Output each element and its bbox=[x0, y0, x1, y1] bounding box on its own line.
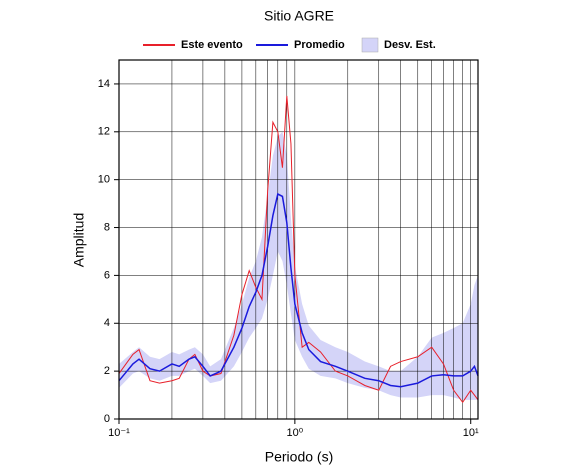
series-line bbox=[118, 95, 479, 404]
x-tick-label: 10¹ bbox=[463, 427, 479, 439]
x-tick-label: 10⁰ bbox=[287, 427, 304, 439]
y-axis-label: Amplitud bbox=[71, 213, 87, 267]
y-tick-label: 0 bbox=[104, 413, 110, 425]
y-tick-label: 14 bbox=[98, 78, 110, 90]
plot-area bbox=[114, 59, 479, 424]
y-tick-label: 2 bbox=[104, 365, 110, 377]
series-line bbox=[118, 192, 479, 388]
x-axis-label: Periodo (s) bbox=[265, 449, 333, 465]
legend-label: Promedio bbox=[294, 39, 345, 51]
y-tick-label: 6 bbox=[104, 269, 110, 281]
legend-label: Desv. Est. bbox=[384, 39, 436, 51]
y-tick-label: 4 bbox=[104, 317, 110, 329]
y-tick-label: 8 bbox=[104, 221, 110, 233]
plot-frame bbox=[118, 59, 479, 420]
legend: Este evento Promedio Desv. Est. bbox=[143, 37, 436, 53]
legend-label: Este evento bbox=[181, 39, 243, 51]
chart-title: Sitio AGRE bbox=[264, 8, 334, 24]
std-band bbox=[119, 131, 478, 400]
y-tick-label: 12 bbox=[98, 126, 110, 138]
y-tick-label: 10 bbox=[98, 174, 110, 186]
legend-swatch bbox=[361, 37, 379, 53]
x-tick-label: 10⁻¹ bbox=[108, 427, 130, 439]
